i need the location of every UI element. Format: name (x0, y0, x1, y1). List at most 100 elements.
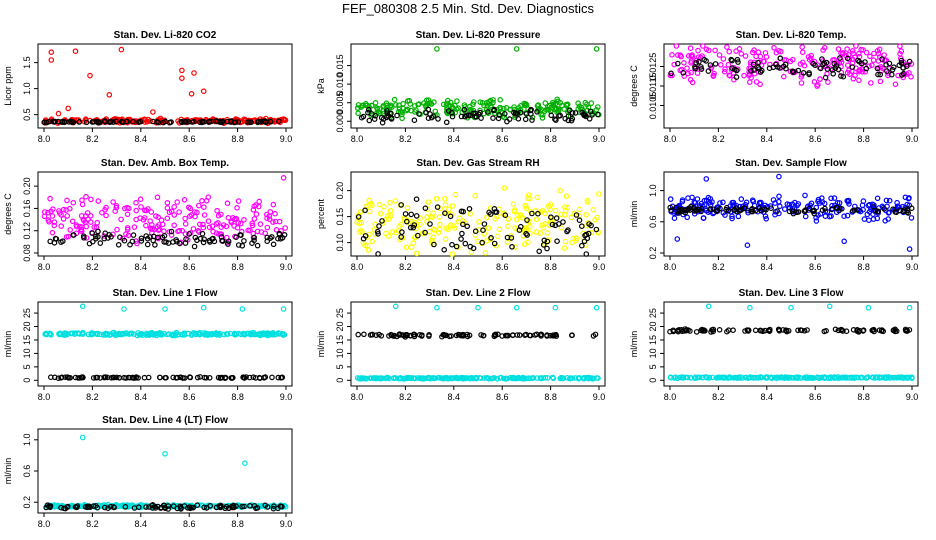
data-point (171, 212, 178, 218)
data-point (503, 105, 510, 111)
data-point (243, 374, 249, 380)
data-point (748, 68, 754, 74)
data-point (411, 117, 418, 124)
data-point (734, 56, 741, 63)
data-point (87, 504, 93, 510)
data-point (420, 376, 427, 382)
plot-frame (37, 171, 293, 257)
data-point (856, 67, 862, 74)
data-point (874, 195, 881, 202)
data-point (481, 221, 488, 227)
data-point (513, 46, 520, 52)
data-point (560, 375, 567, 382)
data-point (548, 112, 555, 119)
data-point (460, 221, 466, 228)
data-point (472, 228, 479, 235)
data-point (89, 230, 96, 237)
data-point (710, 326, 717, 333)
data-point (777, 65, 783, 71)
data-point (883, 197, 890, 204)
data-point (541, 237, 548, 244)
data-point (701, 327, 707, 334)
data-point (430, 234, 436, 241)
data-point (687, 328, 693, 334)
data-point (462, 104, 469, 110)
data-point (181, 375, 188, 381)
main-title: FEF_080308 2.5 Min. Std. Dev. Diagnostic… (342, 1, 594, 16)
data-point (506, 116, 513, 122)
data-point (363, 375, 370, 382)
data-point (195, 228, 202, 234)
data-point (241, 217, 247, 223)
data-point (124, 225, 131, 231)
data-point (564, 101, 571, 108)
data-point (447, 213, 454, 220)
data-point (763, 216, 770, 222)
data-point (586, 221, 592, 227)
data-point (510, 201, 517, 207)
data-point (267, 209, 274, 215)
data-point (131, 224, 138, 230)
data-point (49, 213, 56, 219)
data-point (260, 118, 267, 125)
data-point (799, 49, 806, 56)
data-point (811, 210, 818, 217)
data-point (547, 332, 554, 339)
data-point (819, 56, 825, 62)
data-point (251, 234, 258, 241)
data-point (539, 112, 546, 118)
data-point (862, 69, 869, 75)
data-point (745, 328, 752, 334)
data-point (758, 199, 764, 206)
data-point (453, 332, 460, 339)
data-point (201, 504, 207, 511)
data-point (744, 327, 751, 333)
data-point (817, 65, 824, 72)
data-point (811, 207, 818, 214)
data-point (504, 239, 511, 245)
chart-panel-7: Stan. Dev. Line 1 Flow ml/min 8.0 8.2 8.4 8.6… (3, 288, 293, 402)
data-point (441, 375, 448, 382)
data-point (147, 218, 154, 224)
data-point (137, 215, 143, 221)
data-point (808, 52, 815, 59)
data-point (846, 201, 852, 207)
data-point (711, 70, 717, 77)
data-point (734, 375, 741, 382)
data-point (355, 214, 362, 220)
data-point (786, 205, 793, 211)
data-point (716, 52, 723, 58)
y-tick-label: 5 (335, 364, 345, 369)
chart-title: Stan. Dev. Sample Flow (735, 158, 847, 169)
data-point (483, 374, 490, 381)
data-point (467, 211, 474, 217)
data-point (470, 99, 477, 105)
x-tick-label: 8.8 (544, 262, 557, 272)
x-tick-label: 9.0 (593, 262, 606, 272)
data-point (772, 61, 779, 68)
chart-panel-1: Stan. Dev. Li-820 CO2 Licor ppm 8.0 8.2 8.4 8… (3, 30, 293, 144)
data-point (191, 70, 197, 76)
data-point (116, 374, 123, 381)
data-point (249, 220, 256, 227)
x-tick-label: 8.2 (86, 134, 99, 144)
data-point (749, 206, 756, 212)
series-colored (354, 185, 602, 257)
data-point (533, 331, 540, 338)
data-point (537, 230, 544, 236)
data-point (456, 215, 463, 222)
data-point (168, 228, 175, 235)
data-point (386, 375, 393, 382)
data-point (856, 327, 863, 334)
data-point (205, 194, 212, 201)
data-point (162, 306, 168, 312)
x-tick-label: 8.2 (86, 519, 99, 529)
data-point (118, 46, 125, 53)
data-point (106, 92, 113, 98)
data-point (69, 218, 76, 225)
data-point (673, 204, 679, 211)
data-point (560, 219, 566, 225)
data-point (504, 375, 511, 382)
data-point (387, 199, 393, 206)
data-point (731, 76, 737, 83)
